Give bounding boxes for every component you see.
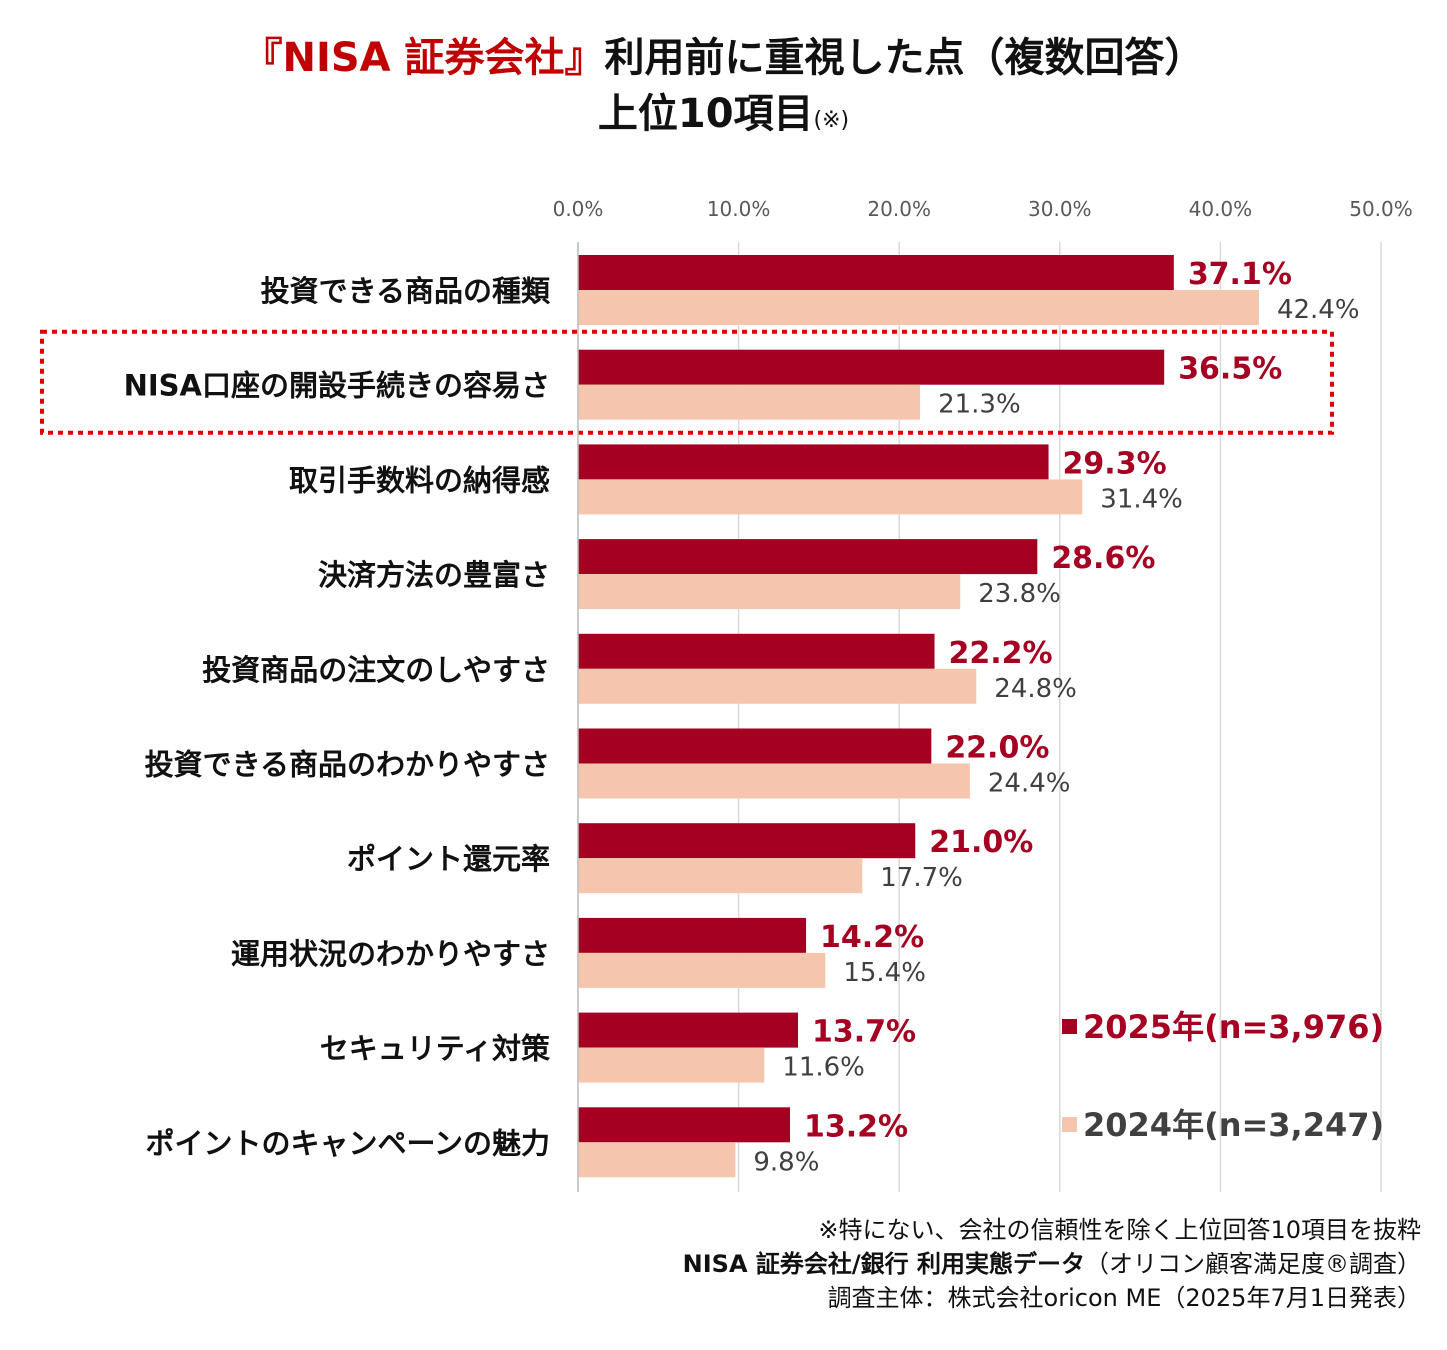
data-label-2025: 29.3% [1063, 446, 1167, 481]
category-label: ポイントのキャンペーンの魅力 [145, 1126, 550, 1160]
bar-2025 [578, 1107, 790, 1143]
category-label: 投資商品の注文のしやすさ [202, 653, 550, 687]
bar-2024 [578, 574, 961, 610]
data-label-2025: 21.0% [929, 825, 1033, 860]
footnote-source-name: NISA 証券会社/銀行 利用実態データ [682, 1250, 1085, 1278]
footnote-source-survey: （オリコン顧客満足度®調査） [1085, 1250, 1421, 1278]
data-label-2025: 22.2% [949, 636, 1053, 671]
legend-label: 2024年(n=3,247) [1083, 1106, 1384, 1144]
bar-2025 [578, 444, 1049, 480]
x-tick-label: 20.0% [867, 197, 931, 221]
data-label-2024: 24.4% [988, 769, 1071, 799]
x-tick-label: 0.0% [553, 197, 604, 221]
data-label-2025: 13.7% [812, 1015, 916, 1050]
bar-2024 [578, 858, 863, 894]
title-line2: 上位10項目 [597, 91, 814, 137]
title-highlight: 『NISA 証券会社』 [242, 35, 605, 81]
data-label-2024: 23.8% [978, 579, 1061, 609]
category-label: 投資できる商品の種類 [261, 274, 551, 308]
title-rest: 利用前に重視した点（複数回答） [604, 35, 1205, 81]
bar-2025 [578, 917, 807, 953]
category-label: ポイント還元率 [347, 842, 550, 876]
data-label-2025: 13.2% [804, 1109, 908, 1144]
bar-2024 [578, 479, 1083, 515]
footnote-publisher: 調査主体：株式会社oricon ME（2025年7月1日発表） [827, 1284, 1421, 1312]
bar-2024 [578, 1047, 765, 1083]
bar-2024 [578, 290, 1259, 325]
highlight-box [40, 329, 1334, 435]
bar-2024 [578, 668, 977, 704]
bar-2025 [578, 823, 916, 859]
data-label-2025: 22.0% [945, 731, 1049, 766]
category-label: 投資できる商品のわかりやすさ [145, 748, 550, 782]
category-label: 運用状況のわかりやすさ [231, 937, 550, 971]
data-label-2024: 17.7% [880, 863, 963, 893]
x-tick-label: 50.0% [1349, 197, 1413, 221]
title-note: (※) [813, 108, 850, 133]
category-label: 取引手数料の納得感 [289, 463, 550, 497]
legend-label: 2025年(n=3,976) [1083, 1008, 1384, 1046]
footnote-source: NISA 証券会社/銀行 利用実態データ（オリコン顧客満足度®調査） [683, 1244, 1421, 1279]
chart-title: 『NISA 証券会社』利用前に重視した点（複数回答） 上位10項目(※) [0, 30, 1447, 149]
data-label-2024: 42.4% [1277, 295, 1360, 325]
data-label-2025: 37.1% [1188, 257, 1292, 292]
legend-swatch [1062, 1117, 1077, 1132]
bar-2024 [578, 763, 970, 799]
category-label: 決済方法の豊富さ [318, 558, 550, 592]
data-label-2024: 31.4% [1100, 484, 1183, 514]
data-label-2024: 21.3% [938, 390, 1021, 420]
x-tick-label: 30.0% [1028, 197, 1092, 221]
bar-2025 [578, 349, 1165, 385]
category-label: NISA口座の開設手続きの容易さ [124, 369, 550, 403]
bar-2024 [578, 952, 826, 988]
bar-2024 [578, 384, 921, 420]
bar-2025 [578, 728, 932, 764]
data-label-2024: 11.6% [782, 1053, 865, 1083]
data-label-2025: 28.6% [1051, 541, 1155, 576]
bar-2024 [578, 1142, 736, 1178]
category-label: セキュリティ対策 [320, 1032, 551, 1066]
data-label-2025: 14.2% [820, 920, 924, 955]
data-label-2024: 24.8% [994, 674, 1077, 704]
data-label-2024: 9.8% [753, 1147, 819, 1177]
x-tick-label: 10.0% [707, 197, 771, 221]
legend-swatch [1062, 1019, 1077, 1034]
bar-2025 [578, 255, 1174, 290]
x-tick-label: 40.0% [1189, 197, 1253, 221]
data-label-2024: 15.4% [843, 958, 926, 988]
bar-2025 [578, 633, 935, 669]
footnote-exclusion: ※特にない、会社の信頼性を除く上位回答10項目を抜粋 [818, 1216, 1421, 1244]
bar-2025 [578, 1012, 799, 1048]
data-label-2025: 36.5% [1178, 352, 1282, 387]
bar-2025 [578, 539, 1038, 575]
